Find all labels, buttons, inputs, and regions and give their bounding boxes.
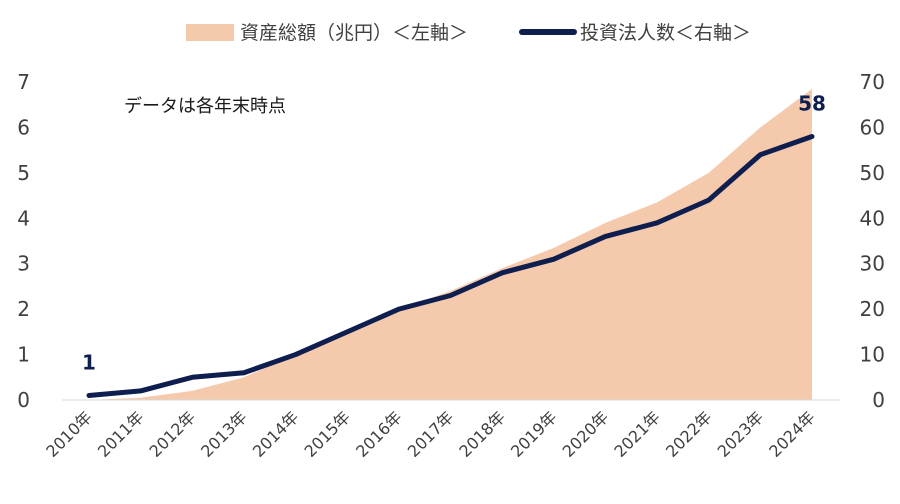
y-right-tick-label: 70 — [860, 70, 885, 94]
x-tick-label: 2018年 — [455, 407, 509, 461]
x-tick-label: 2020年 — [559, 407, 613, 461]
y-right-tick-label: 20 — [860, 297, 885, 321]
y-left-tick-label: 3 — [17, 252, 30, 276]
x-tick-label: 2017年 — [404, 407, 458, 461]
y-left-tick-label: 7 — [17, 70, 30, 94]
plot-area — [62, 88, 840, 401]
line-point — [243, 372, 245, 374]
x-tick-label: 2024年 — [765, 407, 819, 461]
x-tick-label: 2013年 — [197, 407, 251, 461]
y-axis-right: 0 10 20 30 40 50 60 70 — [860, 70, 885, 412]
y-right-tick-label: 10 — [860, 343, 885, 367]
x-tick-label: 2010年 — [42, 407, 96, 461]
area-series-assets — [89, 88, 812, 401]
line-point — [295, 354, 297, 356]
x-tick-label: 2011年 — [94, 407, 148, 461]
x-tick-label: 2019年 — [507, 407, 561, 461]
legend-label-assets: 資産総額（兆円）＜左軸＞ — [240, 22, 468, 44]
line-point — [759, 154, 761, 156]
line-point — [501, 272, 503, 274]
line-point — [811, 136, 813, 138]
line-point — [191, 376, 193, 378]
line-point — [450, 295, 451, 297]
line-point — [398, 308, 400, 310]
line-point — [346, 331, 348, 333]
line-point — [604, 235, 606, 237]
y-right-tick-label: 50 — [860, 161, 885, 185]
x-tick-label: 2015年 — [300, 407, 354, 461]
y-left-tick-label: 4 — [17, 206, 30, 230]
legend-label-count: 投資法人数＜右軸＞ — [580, 22, 751, 44]
y-left-tick-label: 5 — [17, 161, 30, 185]
data-labels: 1 58 — [82, 92, 826, 375]
legend-swatch-assets — [186, 24, 234, 41]
x-tick-label: 2016年 — [352, 407, 406, 461]
y-right-tick-label: 40 — [860, 206, 885, 230]
y-right-tick-label: 30 — [860, 252, 885, 276]
line-point — [88, 394, 90, 396]
legend: 資産総額（兆円）＜左軸＞ 投資法人数＜右軸＞ — [186, 22, 751, 44]
line-point — [553, 258, 555, 260]
x-tick-label: 2021年 — [610, 407, 664, 461]
y-right-tick-label: 60 — [860, 115, 885, 139]
x-axis: 2010年2011年2012年2013年2014年2015年2016年2017年… — [42, 407, 819, 461]
x-tick-label: 2023年 — [714, 407, 768, 461]
y-left-tick-label: 1 — [17, 343, 30, 367]
data-label: 58 — [798, 92, 826, 116]
y-left-tick-label: 2 — [17, 297, 30, 321]
annotation-note: データは各年末時点 — [124, 96, 286, 117]
y-axis-left: 0 1 2 3 4 5 6 7 — [17, 70, 30, 412]
line-point — [140, 390, 142, 392]
y-right-tick-label: 0 — [872, 388, 885, 412]
y-left-tick-label: 0 — [17, 388, 30, 412]
y-left-tick-label: 6 — [17, 115, 30, 139]
line-point — [656, 222, 658, 224]
x-tick-label: 2012年 — [146, 407, 200, 461]
x-tick-label: 2022年 — [662, 407, 716, 461]
line-point — [708, 199, 710, 201]
x-tick-label: 2014年 — [249, 407, 303, 461]
data-label: 1 — [82, 350, 96, 374]
